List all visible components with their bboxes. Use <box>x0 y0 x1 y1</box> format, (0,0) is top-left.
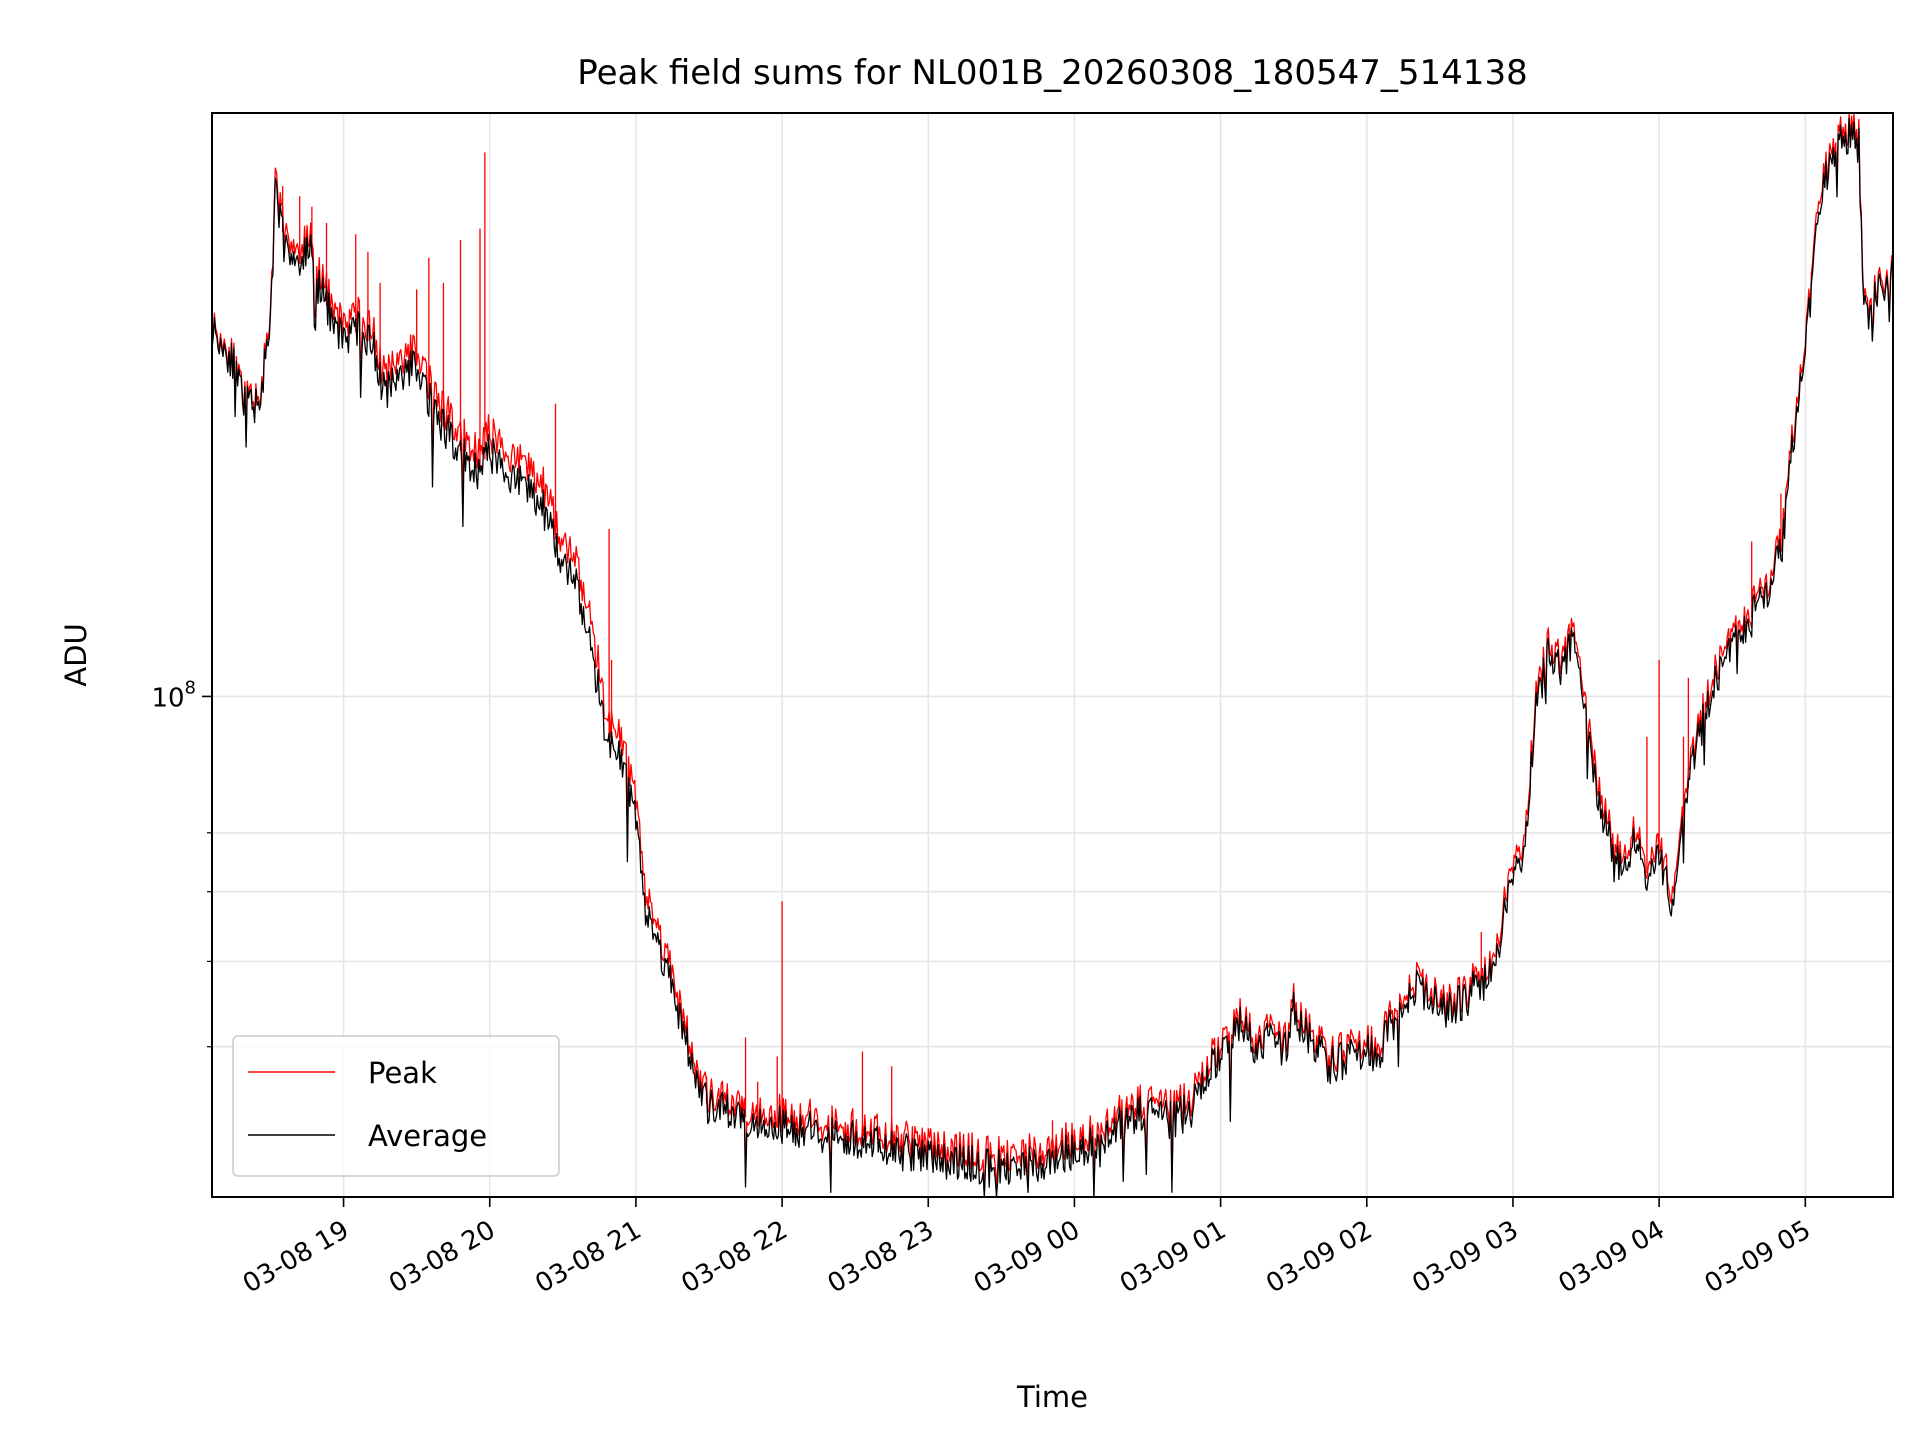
series-line-average <box>211 117 1894 1198</box>
grid <box>212 113 1893 1197</box>
plot-frame <box>211 112 1894 1198</box>
y-tick-label-exponent: 8 <box>185 677 196 698</box>
x-axis-title: Time <box>1016 1380 1088 1414</box>
legend-label-average: Average <box>368 1119 487 1153</box>
chart-title: Peak field sums for NL001B_20260308_1805… <box>577 53 1527 93</box>
plot-area <box>211 112 1894 1198</box>
legend: Peak Average <box>232 1035 560 1177</box>
y-tick-label: 108 <box>151 677 196 713</box>
legend-label-peak: Peak <box>368 1056 437 1090</box>
y-axis-title: ADU <box>59 623 93 686</box>
legend-box <box>232 1035 560 1177</box>
y-tick-label-base: 10 <box>151 683 184 713</box>
